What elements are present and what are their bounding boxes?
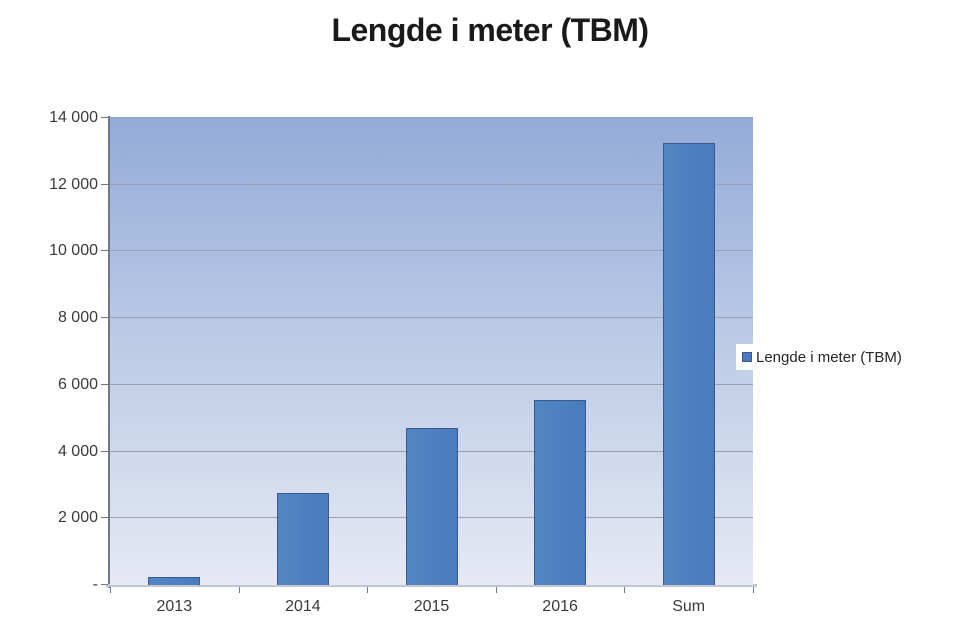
y-axis-tick xyxy=(101,183,108,185)
y-axis-label: 10 000 xyxy=(49,242,98,260)
chart-title: Lengde i meter (TBM) xyxy=(331,12,649,48)
bar-2014 xyxy=(276,493,329,585)
y-axis-tick xyxy=(101,584,108,585)
y-axis-label: 6 000 xyxy=(57,375,98,393)
x-axis-tick xyxy=(753,587,754,593)
x-axis-tick xyxy=(495,587,497,593)
x-axis-label: 2016 xyxy=(542,598,578,615)
y-axis-tick xyxy=(101,317,108,319)
legend: Lengde i meter (TBM) xyxy=(736,344,904,370)
y-axis-label: 14 000 xyxy=(49,109,98,126)
x-axis-tick xyxy=(110,587,111,593)
x-axis-line xyxy=(106,584,757,587)
gridline xyxy=(110,317,753,319)
y-axis-tick xyxy=(101,517,108,519)
y-axis-label: - xyxy=(92,576,98,593)
x-axis-tick xyxy=(238,587,240,593)
y-axis-tick xyxy=(101,117,108,118)
y-axis-label: 8 000 xyxy=(57,309,98,327)
y-axis-line xyxy=(108,116,110,588)
x-axis-tick xyxy=(624,587,626,593)
y-axis-tick xyxy=(101,450,108,452)
gridline xyxy=(110,250,753,252)
bar-2016 xyxy=(534,399,587,585)
x-axis-tick xyxy=(367,587,369,593)
y-axis-label: 2 000 xyxy=(57,509,98,527)
x-axis-label: 2013 xyxy=(156,598,193,615)
legend-label: Lengde i meter (TBM) xyxy=(756,348,902,366)
gridline xyxy=(110,117,753,118)
y-axis-label: 12 000 xyxy=(49,175,98,193)
legend-marker-icon xyxy=(742,352,752,362)
x-axis-label: Sum xyxy=(672,598,706,615)
y-axis-tick xyxy=(101,250,108,252)
gridline xyxy=(110,383,753,385)
x-axis-label: 2014 xyxy=(285,598,321,615)
x-axis-label: 2015 xyxy=(413,598,450,615)
y-axis-tick xyxy=(101,383,108,385)
bar-sum xyxy=(662,143,715,585)
gridline xyxy=(110,183,753,185)
y-axis-label: 4 000 xyxy=(57,442,98,460)
plot-area: - 2 000 4 000 6 000 8 000 10 000 12 000 14 000 2… xyxy=(49,109,754,615)
bar-2015 xyxy=(405,428,458,585)
bar-2013 xyxy=(148,576,201,585)
